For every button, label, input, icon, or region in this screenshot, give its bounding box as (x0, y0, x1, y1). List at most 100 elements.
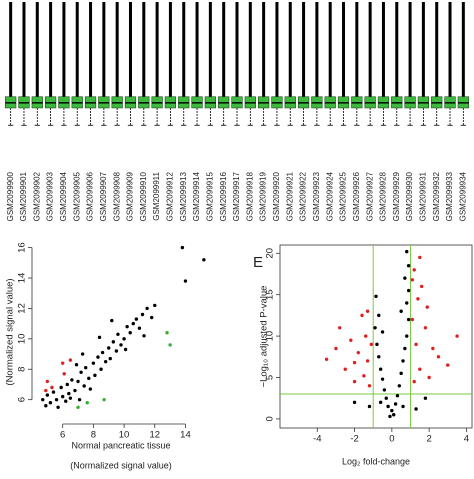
y-tick-label: 16 (17, 242, 28, 253)
point (202, 258, 206, 262)
point (356, 350, 360, 355)
point (365, 359, 370, 363)
x-tick-label: 6 (60, 430, 65, 441)
point (423, 396, 428, 400)
point (419, 284, 424, 289)
point (410, 278, 415, 282)
point (397, 384, 402, 388)
x-tick-label: GSM2099923 (312, 171, 321, 221)
y-tick-label: 5 (265, 375, 276, 380)
point (134, 317, 139, 321)
point (343, 367, 347, 371)
y-tick-label: 6 (17, 397, 28, 402)
point (41, 397, 45, 402)
y-tick-label: 14 (17, 273, 28, 284)
point (123, 347, 128, 352)
point (100, 350, 105, 355)
point (446, 363, 450, 367)
point (93, 373, 97, 378)
x-tick-label: GSM2099910 (139, 171, 148, 221)
point (455, 334, 459, 338)
point (122, 337, 126, 341)
point (423, 326, 428, 330)
point (44, 404, 48, 408)
point (414, 407, 418, 411)
point (360, 313, 364, 318)
point (45, 379, 50, 384)
x-tick-label: GSM2099905 (72, 171, 81, 221)
point (386, 404, 390, 409)
point (51, 390, 56, 394)
point (74, 362, 79, 367)
point (352, 360, 357, 365)
point (324, 357, 329, 361)
point (180, 245, 185, 250)
point (140, 312, 145, 317)
x-tick-label: GSM2099914 (192, 171, 201, 221)
point (427, 375, 431, 380)
point (165, 331, 169, 335)
point (137, 326, 142, 330)
point (373, 326, 377, 330)
point (384, 396, 388, 400)
point (77, 397, 82, 402)
x-tick-label: 10 (119, 430, 130, 441)
x-tick-label: 2 (426, 434, 431, 445)
point (405, 301, 409, 305)
y-tick-label: 10 (265, 331, 276, 342)
point (111, 340, 116, 344)
point (116, 332, 120, 336)
point (110, 318, 114, 323)
point (65, 382, 69, 387)
y-tick-label: 20 (265, 248, 276, 259)
x-tick-label: GSM2099919 (259, 171, 268, 221)
point (416, 297, 420, 301)
x-tick-label: GSM2099902 (32, 171, 41, 221)
point (96, 355, 100, 359)
point (401, 404, 405, 409)
point (82, 384, 86, 388)
point (50, 385, 54, 390)
point (403, 276, 407, 280)
point (48, 401, 53, 405)
x-tick-label: 4 (464, 434, 469, 445)
point (380, 330, 385, 334)
point (410, 317, 415, 322)
point (362, 374, 366, 378)
point (405, 334, 409, 338)
point (349, 338, 353, 342)
y-tick-label: 0 (265, 416, 276, 421)
point (436, 355, 441, 359)
point (131, 321, 135, 326)
point (399, 371, 403, 376)
point (68, 396, 73, 400)
x-tick-label: GSM2099929 (392, 171, 401, 221)
x-tick-label: GSM2099918 (245, 171, 254, 221)
x-tick-label: GSM2099912 (166, 171, 175, 221)
point (412, 379, 416, 384)
point (382, 388, 387, 392)
x-tick-label: GSM2099906 (86, 171, 95, 221)
point (401, 359, 405, 363)
point (60, 361, 65, 365)
point (399, 309, 403, 313)
point (153, 303, 157, 308)
point (337, 326, 342, 330)
point (108, 356, 112, 361)
point (406, 288, 411, 293)
x-tick-label: -4 (313, 434, 321, 445)
y-axis-label: −Log₁₀ adjusted P-value (259, 286, 270, 388)
point (76, 379, 80, 384)
point (390, 408, 394, 413)
point (125, 324, 129, 329)
point (67, 391, 71, 396)
point (375, 342, 379, 347)
point (142, 334, 146, 338)
point (374, 294, 378, 299)
point (393, 402, 398, 406)
point (87, 376, 91, 381)
y-axis-label: (Normalized signal value) (5, 278, 16, 385)
x-tick-label: GSM2099928 (379, 171, 388, 221)
